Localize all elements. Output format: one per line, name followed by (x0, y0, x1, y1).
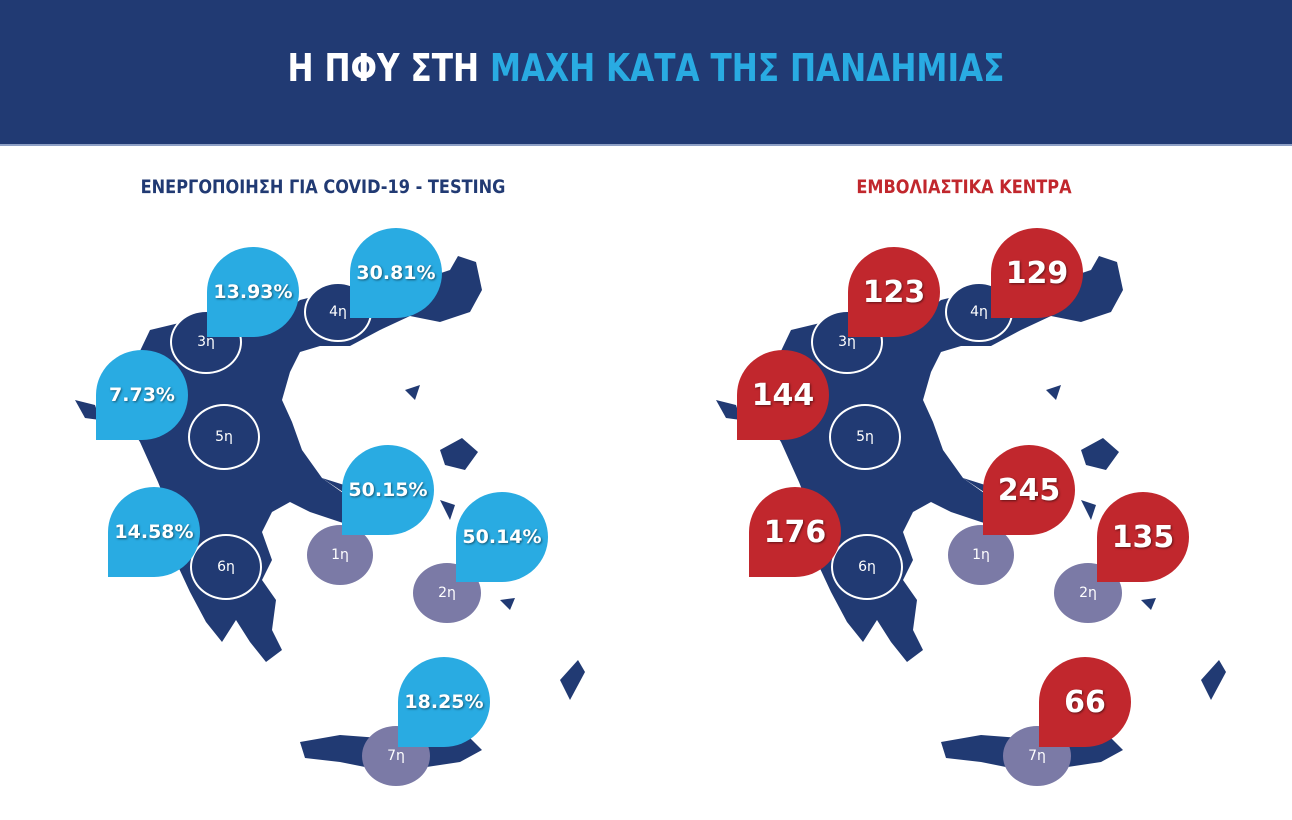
title-part-blue: ΜΑΧΗ ΚΑΤΑ ΤΗΣ ΠΑΝΔΗΜΙΑΣ (489, 46, 1005, 90)
page-title: Η ΠΦΥ ΣΤΗ ΜΑΧΗ ΚΑΤΑ ΤΗΣ ΠΑΝΔΗΜΙΑΣ (116, 46, 1175, 90)
testing-panel: ΕΝΕΡΓΟΠΟΙΗΣΗ ΓΙΑ COVID-19 - TESTING (0, 150, 646, 820)
vaccination-title: ΕΜΒΟΛΙΑΣΤΙΚΑ ΚΕΝΤΡΑ (856, 176, 1072, 198)
testing-value-pin: 50.15% (342, 445, 434, 535)
testing-title: ΕΝΕΡΓΟΠΟΙΗΣΗ ΓΙΑ COVID-19 - TESTING (140, 176, 506, 198)
testing-value-pin: 50.14% (456, 492, 548, 582)
title-part-white: Η ΠΦΥ ΣΤΗ (287, 46, 480, 90)
vaccination-value-pin: 176 (749, 487, 841, 577)
vaccination-value-pin: 66 (1039, 657, 1131, 747)
vaccination-value-pin: 135 (1097, 492, 1189, 582)
vaccination-region-circle: 1η (948, 525, 1014, 585)
testing-value-pin: 14.58% (108, 487, 200, 577)
testing-value-pin: 30.81% (350, 228, 442, 318)
header-banner: Η ΠΦΥ ΣΤΗ ΜΑΧΗ ΚΑΤΑ ΤΗΣ ΠΑΝΔΗΜΙΑΣ (0, 0, 1292, 146)
testing-value-pin: 13.93% (207, 247, 299, 337)
vaccination-region-circle: 6η (831, 534, 903, 600)
testing-region-circle: 6η (190, 534, 262, 600)
vaccination-value-pin: 144 (737, 350, 829, 440)
testing-value-pin: 7.73% (96, 350, 188, 440)
testing-region-circle: 1η (307, 525, 373, 585)
testing-region-circle: 5η (188, 404, 260, 470)
vaccination-value-pin: 245 (983, 445, 1075, 535)
vaccination-value-pin: 129 (991, 228, 1083, 318)
testing-region-circle: 2η (413, 563, 481, 623)
vaccination-value-pin: 123 (848, 247, 940, 337)
vaccination-region-circle: 5η (829, 404, 901, 470)
vaccination-panel: ΕΜΒΟΛΙΑΣΤΙΚΑ ΚΕΝΤΡΑ (641, 150, 1287, 820)
testing-value-pin: 18.25% (398, 657, 490, 747)
